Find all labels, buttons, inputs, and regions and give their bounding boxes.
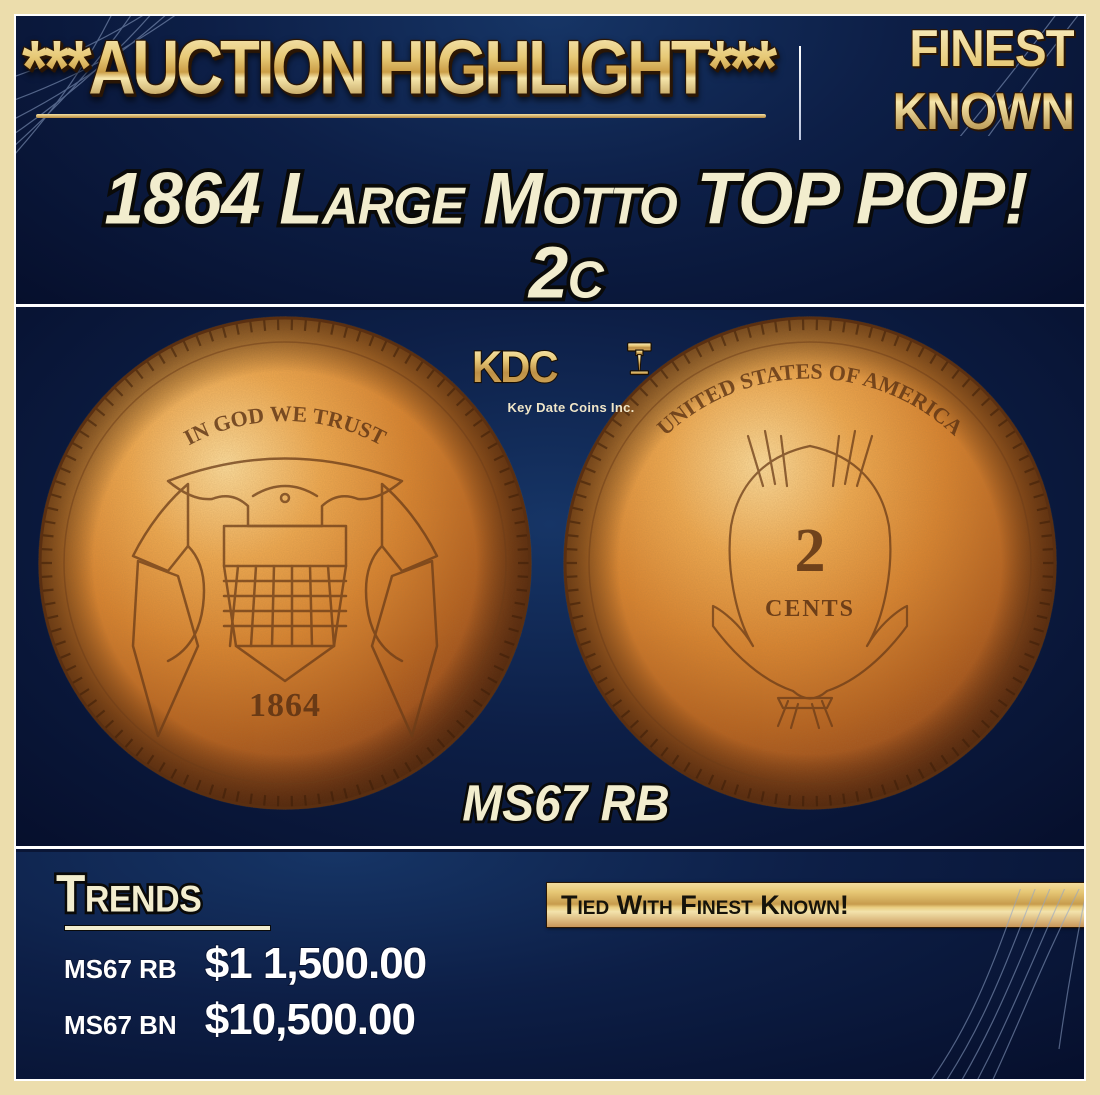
svg-text:KDC: KDC — [472, 343, 558, 390]
svg-text:1864: 1864 — [249, 687, 321, 724]
svg-text:CENTS: CENTS — [765, 596, 855, 622]
svg-text:2: 2 — [795, 517, 826, 585]
